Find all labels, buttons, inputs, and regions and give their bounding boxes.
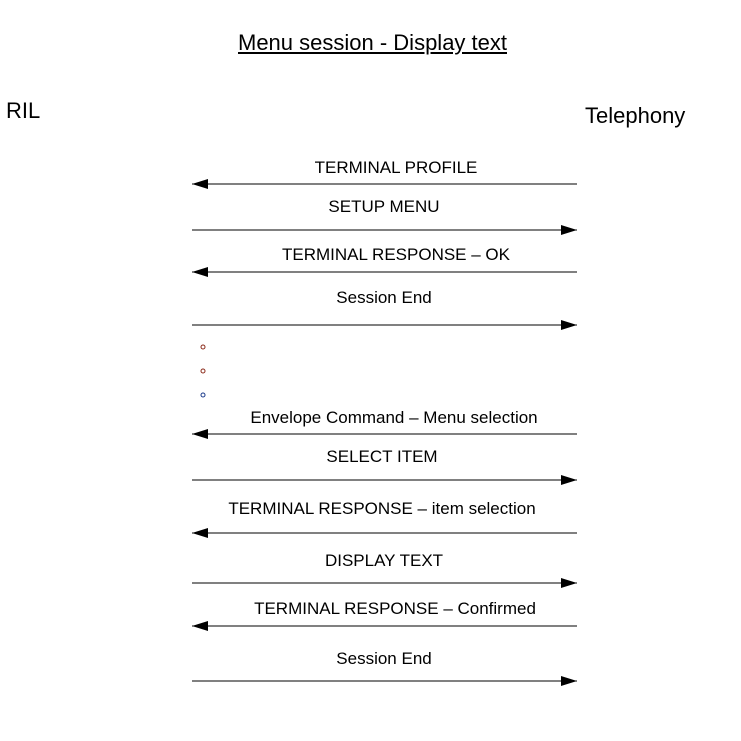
ellipsis-dot <box>200 392 206 398</box>
arrowhead-icon <box>192 267 208 277</box>
arrowhead-icon <box>561 320 577 330</box>
participant-telephony: Telephony <box>585 103 686 128</box>
message-label: Envelope Command – Menu selection <box>250 408 538 427</box>
arrowhead-icon <box>561 676 577 686</box>
message-label: TERMINAL PROFILE <box>314 158 478 177</box>
participant-ril: RIL <box>6 98 41 123</box>
message-label: SELECT ITEM <box>326 447 438 466</box>
message-label: DISPLAY TEXT <box>324 551 444 570</box>
arrowhead-icon <box>192 528 208 538</box>
arrowhead-icon <box>192 621 208 631</box>
arrowhead-icon <box>561 475 577 485</box>
message-label: Session End <box>336 288 432 307</box>
message-label: SETUP MENU <box>328 197 440 216</box>
arrowhead-icon <box>561 578 577 588</box>
message-label: TERMINAL RESPONSE – Confirmed <box>254 599 536 618</box>
arrowhead-icon <box>561 225 577 235</box>
message-label: TERMINAL RESPONSE – OK <box>282 245 510 264</box>
message-label: Session End <box>336 649 432 668</box>
message-label: TERMINAL RESPONSE – item selection <box>228 499 536 518</box>
ellipsis-dot <box>200 368 206 374</box>
ellipsis-dot <box>200 344 206 350</box>
arrowhead-icon <box>192 179 208 189</box>
arrowhead-icon <box>192 429 208 439</box>
diagram-title: Menu session - Display text <box>238 30 507 55</box>
